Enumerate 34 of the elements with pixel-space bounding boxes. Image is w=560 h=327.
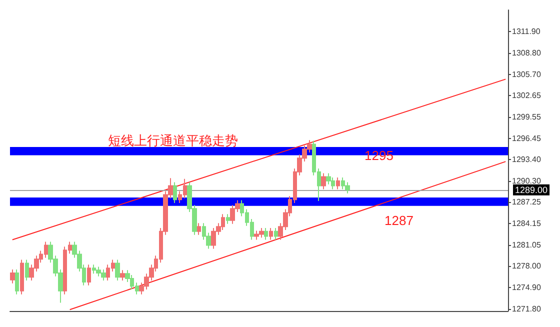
candlestick [25,259,29,282]
y-tick-label: 1290.30 [512,176,542,186]
y-tick-label: 1281.05 [512,240,542,250]
candlestick [197,222,201,236]
candlestick [15,268,19,295]
y-tick-label: 1305.70 [512,70,542,79]
candlestick [326,172,331,185]
candlestick [173,182,177,204]
candlestick [115,259,120,282]
band-label: 1287 [384,212,414,228]
y-tick-label: 1287.25 [512,198,542,207]
candlestick [269,227,273,240]
candlestick [345,182,350,194]
ref-line-label: 1289.00 [515,184,548,195]
y-tick-label: 1274.90 [512,282,542,292]
y-tick-label: 1284.15 [512,218,542,228]
y-tick-label: 1299.55 [512,112,542,122]
candlestick [321,172,326,190]
candlestick [87,264,91,286]
y-tick-label: 1296.45 [512,134,542,143]
candlestick [336,176,340,190]
candlestick [274,227,278,240]
y-tick-label: 1302.65 [512,90,542,100]
y-tick-label: 1278.00 [512,262,542,271]
y-tick-label: 1293.40 [512,154,542,164]
candlestick [226,214,230,224]
y-tick-label: 1271.80 [512,304,542,314]
candlestick [120,270,125,282]
candlestick [20,259,24,295]
annotation: 短线上行通道平稳走势 [108,134,238,149]
candlestick [264,227,268,240]
candlestick [10,268,15,284]
y-tick-label: 1308.80 [512,48,542,58]
y-tick-label: 1311.90 [512,26,541,36]
